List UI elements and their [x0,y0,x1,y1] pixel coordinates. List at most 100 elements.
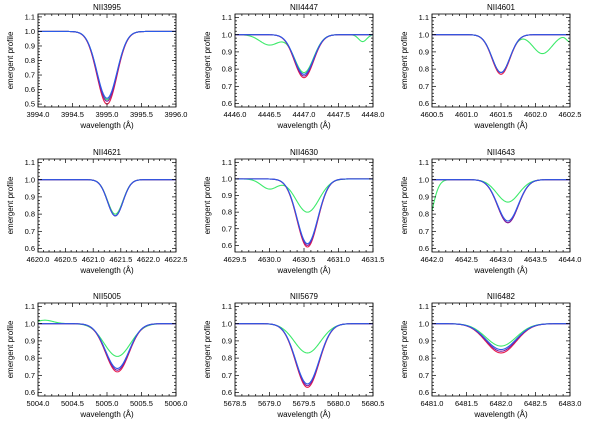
series-blue-line [432,323,570,351]
series-red-line [235,323,373,388]
series-red-line [432,323,570,354]
panel-NII3995: 3994.0 3994.5 3995.0 3995.5 3996.0 0.5 0.6 0.7 0… [6,3,187,130]
y-tick-label: 0.9 [25,192,35,201]
y-tick-label: 1.1 [25,158,35,167]
y-tick-label: 1.1 [25,302,35,311]
y-tick-label: 1.0 [419,319,429,328]
y-tick-label: 0.9 [222,47,232,56]
plot-frame [234,158,374,253]
y-tick-label: 1.1 [419,302,429,311]
y-axis-label: emergent profile [203,320,212,378]
y-tick-label: 0.8 [25,354,35,363]
x-axis-label: wavelength (Å) [276,266,331,275]
panel-title: NII5679 [290,292,319,301]
y-tick-label: 1.0 [25,319,35,328]
y-tick-label: 1.0 [25,27,35,36]
y-tick-label: 0.6 [25,85,35,94]
y-tick-label: 1.1 [419,158,429,167]
x-tick-label: 4448.0 [362,110,385,119]
y-tick-label: 0.6 [419,244,429,253]
x-axis-label: wavelength (Å) [79,121,134,130]
series-green-line [432,179,570,212]
y-tick-label: 0.7 [222,82,232,91]
y-tick-label: 1.1 [222,158,232,167]
panel-title: NII6482 [487,292,516,301]
x-tick-label: 3995.5 [130,110,153,119]
x-tick-label: 5679.5 [293,399,316,408]
panel-NII6482: 6481.0 6481.5 6482.0 6482.5 6483.0 0.6 0.7 0.8 0… [400,292,581,419]
y-tick-label: 0.6 [25,388,35,397]
x-tick-label: 3995.0 [96,110,119,119]
x-tick-label: 5680.5 [362,399,385,408]
x-axis-label: wavelength (Å) [473,121,528,130]
y-tick-label: 0.9 [25,336,35,345]
x-tick-label: 4630.5 [293,255,316,264]
series-blue-line [38,323,176,369]
x-tick-label: 4622.0 [137,255,160,264]
series-green-line [432,34,570,74]
y-tick-label: 1.0 [222,30,232,39]
series-purple-line [235,323,373,387]
y-axis-label: emergent profile [400,176,409,234]
x-tick-label: 4621.0 [82,255,105,264]
x-tick-label: 4620.0 [27,255,50,264]
y-tick-label: 0.6 [25,244,35,253]
x-tick-label: 4600.5 [421,110,444,119]
panel-title: NII4621 [93,148,122,157]
x-tick-label: 4629.5 [224,255,247,264]
y-tick-label: 0.7 [222,224,232,233]
y-tick-label: 0.6 [222,388,232,397]
x-tick-label: 3994.0 [27,110,50,119]
x-tick-label: 4601.5 [490,110,513,119]
x-tick-label: 5004.5 [61,399,84,408]
y-tick-label: 0.8 [419,354,429,363]
x-tick-label: 4630.0 [258,255,281,264]
x-tick-label: 5679.0 [258,399,281,408]
panel-NII5679: 5678.5 5679.0 5679.5 5680.0 5680.5 0.6 0.7 0.8 0… [203,292,384,419]
x-tick-label: 4643.0 [490,255,513,264]
series-red-line [235,178,373,248]
y-tick-label: 0.9 [419,192,429,201]
x-tick-label: 5005.0 [96,399,119,408]
y-tick-label: 0.8 [25,210,35,219]
series-purple-line [432,34,570,74]
y-tick-label: 0.6 [419,99,429,108]
series-red-line [432,179,570,224]
series-purple-line [38,30,176,102]
x-tick-label: 4447.5 [327,110,350,119]
x-tick-label: 6482.0 [490,399,513,408]
panel-NII4621: 4620.0 4620.5 4621.0 4621.5 4622.0 4622.5 0.6 0… [6,148,187,275]
panel-title: NII5005 [93,292,122,301]
y-axis-label: emergent profile [6,176,15,234]
y-axis-label: emergent profile [203,31,212,89]
y-tick-label: 1.1 [222,13,232,22]
series-green-line [38,319,176,357]
panel-NII4643: 4642.0 4642.5 4643.0 4643.5 4644.0 0.6 0.7 0.8 0… [400,148,581,275]
y-tick-label: 0.9 [419,47,429,56]
plot-frame [37,13,177,108]
y-tick-label: 0.9 [25,42,35,51]
x-tick-label: 6483.0 [559,399,582,408]
plot-frame [37,302,177,397]
x-tick-label: 5006.0 [165,399,188,408]
x-tick-label: 4446.0 [224,110,247,119]
series-blue-line [432,179,570,222]
y-axis-label: emergent profile [400,320,409,378]
y-tick-label: 0.8 [419,65,429,74]
panel-NII5005: 5004.0 5004.5 5005.0 5005.5 5006.0 0.6 0.7 0.8 0… [6,292,187,419]
series-purple-line [432,179,570,224]
series-red-line [235,34,373,79]
panel-NII4601: 4600.5 4601.0 4601.5 4602.0 4602.5 0.6 0.7 0.8 0… [400,3,581,130]
y-tick-label: 0.7 [25,71,35,80]
panel-title: NII4643 [487,148,516,157]
y-axis-label: emergent profile [6,31,15,89]
x-tick-label: 5680.0 [327,399,350,408]
x-tick-label: 3996.0 [165,110,188,119]
series-green-line [38,30,176,101]
x-tick-label: 3994.5 [61,110,84,119]
x-axis-label: wavelength (Å) [276,121,331,130]
series-green-line [432,323,570,347]
y-axis-label: emergent profile [203,176,212,234]
y-tick-label: 0.9 [222,336,232,345]
